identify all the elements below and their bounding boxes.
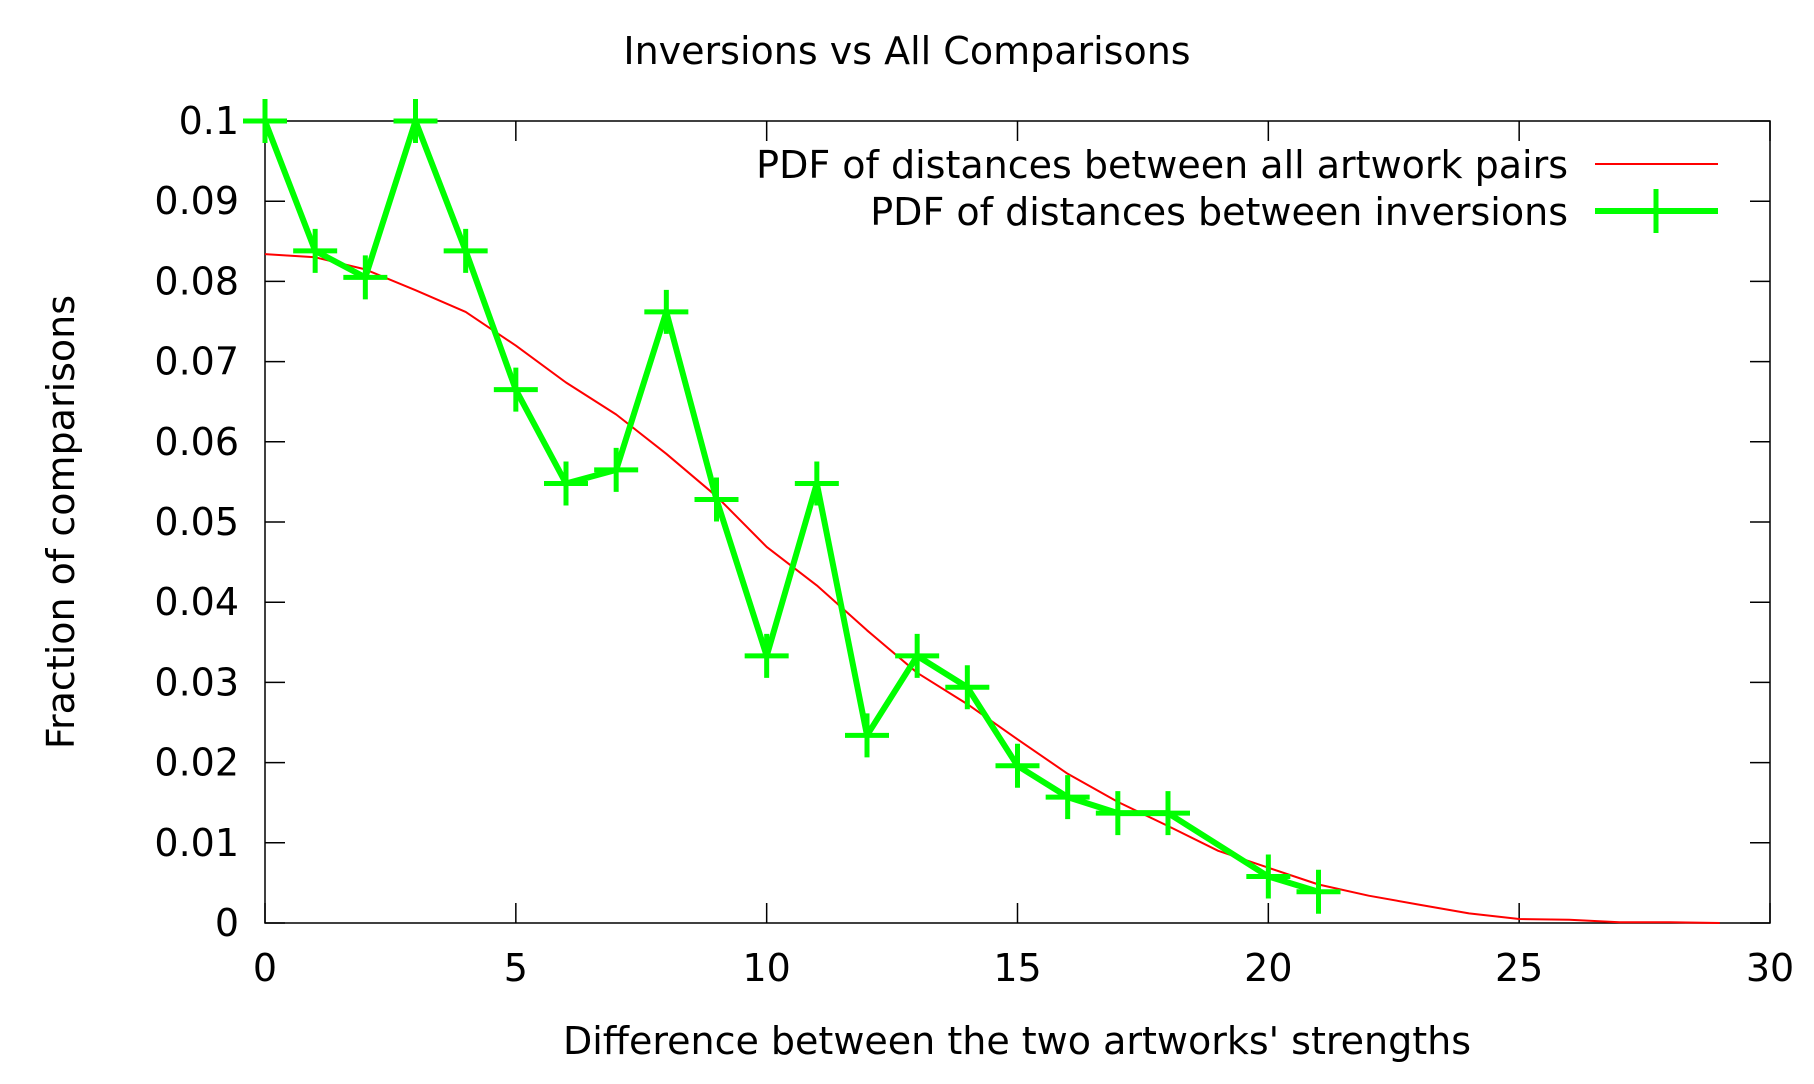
data-point xyxy=(744,633,789,678)
data-point xyxy=(945,665,990,710)
x-tick-label: 25 xyxy=(1495,946,1543,990)
series-layer xyxy=(243,99,1720,924)
y-tick-label: 0.07 xyxy=(154,340,239,384)
data-point xyxy=(644,289,689,334)
y-tick-label: 0.02 xyxy=(154,741,239,785)
data-point xyxy=(243,99,287,143)
y-axis: 0 0.01 0.02 0.03 0.04 0.05 0.06 0.07 0.08 0.09 0.1 xyxy=(154,99,1770,945)
data-point xyxy=(293,228,338,273)
data-point xyxy=(1095,791,1140,836)
chart-title: Inversions vs All Comparisons xyxy=(623,29,1190,73)
data-point xyxy=(493,367,538,412)
data-point xyxy=(895,633,940,678)
data-point xyxy=(393,99,438,143)
x-axis-label: Difference between the two artworks' str… xyxy=(563,1019,1471,1063)
data-point xyxy=(343,255,388,300)
legend: PDF of distances between all artwork pai… xyxy=(756,143,1718,234)
data-point xyxy=(995,743,1040,788)
data-point xyxy=(443,228,488,273)
data-point xyxy=(845,713,889,758)
data-point xyxy=(1045,775,1090,820)
data-point xyxy=(594,447,639,492)
x-tick-label: 10 xyxy=(742,946,790,990)
data-point xyxy=(1296,869,1341,914)
y-tick-label: 0.03 xyxy=(154,660,239,704)
legend-label-inversions: PDF of distances between inversions xyxy=(870,190,1568,234)
y-tick-label: 0.04 xyxy=(154,580,239,624)
y-tick-label: 0.06 xyxy=(154,420,239,464)
series-line-1 xyxy=(262,118,1320,895)
legend-label-all-pairs: PDF of distances between all artwork pai… xyxy=(756,143,1568,187)
data-point xyxy=(1146,791,1190,836)
y-tick-label: 0.08 xyxy=(154,259,239,303)
y-tick-label: 0.1 xyxy=(179,99,239,143)
x-tick-label: 15 xyxy=(993,946,1041,990)
data-point xyxy=(1246,854,1291,899)
plot-frame xyxy=(264,120,1771,924)
y-tick-label: 0.05 xyxy=(154,500,239,544)
y-tick-label: 0 xyxy=(215,901,239,945)
data-point xyxy=(544,461,588,506)
x-tick-label: 5 xyxy=(504,946,528,990)
y-axis-label: Fraction of comparisons xyxy=(39,295,83,749)
y-tick-label: 0.09 xyxy=(154,179,239,223)
x-tick-label: 20 xyxy=(1244,946,1292,990)
series-line-0 xyxy=(264,253,1720,924)
data-point xyxy=(694,477,739,522)
y-tick-label: 0.01 xyxy=(154,821,239,865)
x-tick-label: 0 xyxy=(253,946,277,990)
x-tick-label: 30 xyxy=(1746,946,1794,990)
data-point xyxy=(794,461,839,506)
x-axis: 0 5 10 15 20 25 30 xyxy=(253,121,1794,990)
